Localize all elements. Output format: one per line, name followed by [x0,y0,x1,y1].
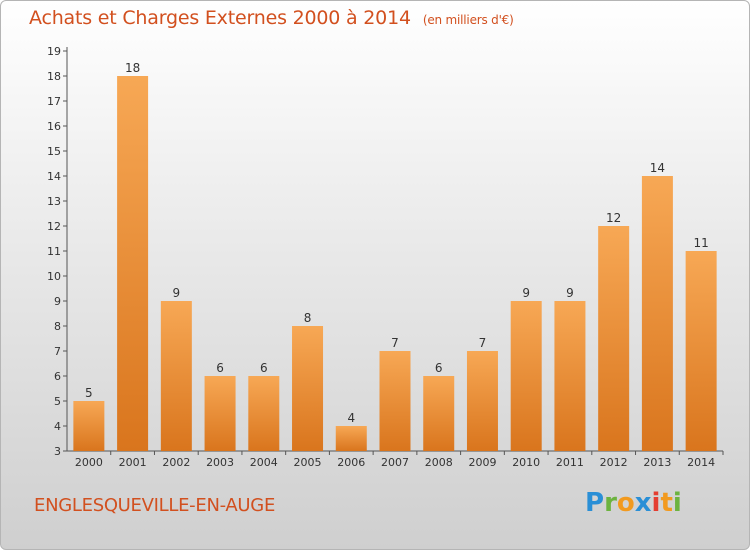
x-tick-label-2000: 2000 [75,456,103,469]
y-tick-label: 7 [54,345,61,358]
chart-unit: (en milliers d'€) [422,13,514,27]
y-tick-label: 13 [47,195,61,208]
chart-title-text: Achats et Charges Externes 2000 à 2014 [29,7,411,29]
bar-2002 [160,301,192,451]
x-tick-label-2008: 2008 [425,456,453,469]
y-tick-label: 8 [54,320,61,333]
value-label-2005: 8 [304,311,312,325]
x-tick-label-2004: 2004 [250,456,278,469]
value-label-2007: 7 [391,336,399,350]
value-label-2008: 6 [435,361,443,375]
x-tick-label-2010: 2010 [512,456,540,469]
data-labels: 5 18 9 6 6 8 4 7 6 7 9 9 12 14 11 [85,61,709,425]
y-tick-label: 10 [47,270,61,283]
value-label-2002: 9 [173,286,181,300]
y-tick-label: 3 [54,445,61,458]
x-tick-label-2006: 2006 [337,456,365,469]
y-tick-label: 14 [47,170,61,183]
y-tick-label: 4 [54,420,61,433]
x-tick-label-2001: 2001 [119,456,147,469]
value-label-2011: 9 [566,286,574,300]
bar-2012 [598,226,630,451]
x-tick-label-2003: 2003 [206,456,234,469]
bar-2014 [685,251,717,451]
value-label-2013: 14 [650,161,665,175]
y-tick-label: 12 [47,220,61,233]
value-label-2001: 18 [125,61,140,75]
y-tick-label: 17 [47,95,61,108]
bar-2011 [554,301,586,451]
value-label-2014: 11 [693,236,708,250]
y-tick-label: 6 [54,370,61,383]
y-tick-label: 9 [54,295,61,308]
value-label-2003: 6 [216,361,224,375]
x-tick-label-2009: 2009 [468,456,496,469]
x-tick-label-2013: 2013 [643,456,671,469]
y-axis: 3 4 5 6 7 8 9 10 11 12 13 14 15 16 17 18 19 [47,45,68,458]
bar-2009 [466,351,498,451]
commune-name: ENGLESQUEVILLE-EN-AUGE [34,495,276,516]
value-label-2000: 5 [85,386,93,400]
y-tick-label: 16 [47,120,61,133]
bar-2001 [117,76,149,451]
bar-2006 [335,426,367,451]
chart-title: Achats et Charges Externes 2000 à 2014 (e… [29,7,514,29]
x-tick-label-2011: 2011 [556,456,584,469]
y-tick-label: 19 [47,45,61,58]
value-label-2004: 6 [260,361,268,375]
x-axis: 2000 2001 2002 2003 2004 2005 2006 2007 2008 2009… [67,450,724,469]
bar-2000 [73,401,105,451]
value-label-2009: 7 [479,336,487,350]
value-label-2012: 12 [606,211,621,225]
bar-2003 [204,376,236,451]
y-tick-label: 18 [47,70,61,83]
bar-2004 [248,376,280,451]
x-tick-label-2007: 2007 [381,456,409,469]
bar-2007 [379,351,411,451]
proxiti-logo[interactable]: Proxiti [585,488,682,518]
bar-2008 [423,376,455,451]
x-tick-label-2012: 2012 [600,456,628,469]
bar-2005 [292,326,324,451]
y-tick-label: 15 [47,145,61,158]
y-tick-label: 5 [54,395,61,408]
bars [73,76,717,451]
x-tick-label-2002: 2002 [162,456,190,469]
value-label-2006: 4 [347,411,355,425]
x-tick-label-2005: 2005 [294,456,322,469]
x-tick-label-2014: 2014 [687,456,715,469]
y-tick-label: 11 [47,245,61,258]
value-label-2010: 9 [522,286,530,300]
bar-2010 [510,301,542,451]
bar-2013 [641,176,673,451]
